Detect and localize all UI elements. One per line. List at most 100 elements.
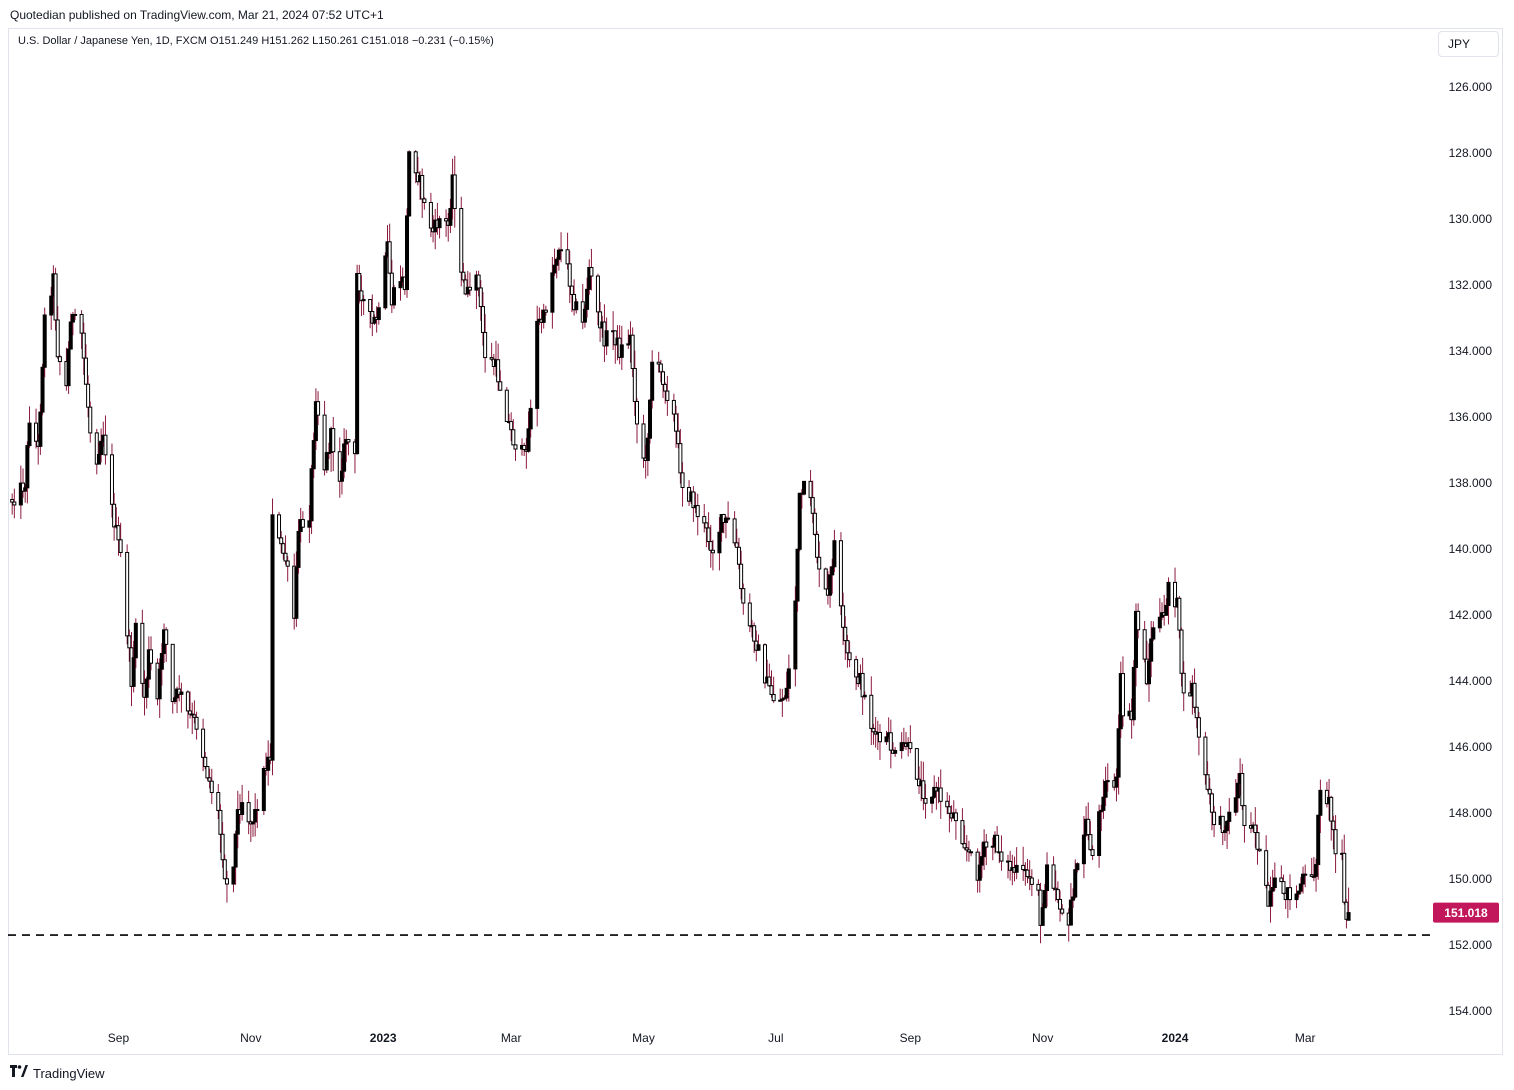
candle-body [1342,852,1347,903]
candle-body [797,492,802,550]
candle-body [281,543,286,554]
candle-body [1255,832,1260,850]
time-axis: Sep Nov 2023 Mar May Jul Sep Nov 2024 Mar [108,1031,1316,1045]
last-price-badge [1433,902,1499,923]
candle-body [1203,736,1208,776]
candle-body [220,833,225,861]
candle [877,724,882,761]
candle-body [218,809,223,835]
candle-body [953,812,958,822]
candle-body [747,602,752,627]
candle [437,215,442,239]
candle-body [595,275,600,313]
candle [999,835,1004,871]
candle [1164,598,1169,616]
candle [1316,814,1321,880]
candle [1268,876,1273,923]
candle [420,168,425,218]
candle [786,654,791,702]
candle [220,822,225,868]
candle-body [945,800,950,808]
candle [802,480,807,496]
candle [170,643,175,714]
candle [843,616,848,660]
candle [316,391,321,426]
candle-body [1081,834,1086,865]
candle-body [250,821,255,825]
candle-body [574,301,579,311]
candle [467,272,472,296]
candle-body [70,314,75,323]
candle [346,438,351,456]
candle-body [1225,820,1230,832]
candle-body [587,266,592,290]
candle [480,291,485,346]
candle-body [1105,780,1110,783]
candle [21,468,26,498]
candle [1233,779,1238,816]
candle-body [626,343,631,346]
candle-body [40,366,45,413]
candle-body [706,527,711,543]
candle [1309,857,1314,878]
candle [235,790,240,849]
candle [656,351,661,373]
candle-body [270,514,275,761]
candle [812,508,817,536]
candle-body [1045,864,1050,892]
candle-body [565,249,570,265]
candle [18,465,23,519]
candle [422,197,427,210]
last-price-layer: 151.018 [1433,902,1499,923]
candle [1146,643,1151,702]
candle-body [387,241,392,274]
candle-body [674,413,679,432]
candle [149,636,154,671]
candle [339,458,344,495]
candle-body [1303,873,1308,876]
candle-body [79,313,84,334]
candle [109,443,114,518]
tradingview-brand: TradingView [10,1064,105,1082]
candle [914,748,919,781]
candle-body [144,678,149,698]
candle [496,343,501,391]
candle [543,305,548,316]
x-tick-label: Sep [900,1031,922,1045]
candle [1203,731,1208,785]
candle [444,209,449,237]
candle [1303,864,1308,888]
candle [899,732,904,759]
candle-body [376,307,381,320]
candle [854,655,859,691]
candle-body [619,344,624,358]
currency-button[interactable]: JPY [1438,31,1499,57]
candle [1227,797,1232,835]
candle-body [1027,876,1032,879]
candle-body [444,218,449,222]
candle-body [676,430,681,445]
candle-body [1301,873,1306,885]
candle [1088,821,1093,852]
candle [465,270,470,298]
candle [1166,577,1171,625]
candle-body [1053,887,1058,891]
price-axis: 126.000 128.000 130.000 132.000 134.000 136.0… [1449,80,1493,1018]
candle [405,208,410,298]
candle [1042,883,1047,909]
candle-body [604,330,609,347]
candle [1090,845,1095,861]
candle [337,437,342,498]
candle [201,718,206,772]
candle [888,719,893,769]
candle-body [159,653,164,670]
candle [342,428,347,479]
candle-body [68,321,73,350]
candle [1242,804,1247,843]
candle-body [756,644,761,651]
x-tick-label: 2023 [370,1031,397,1045]
candle [240,784,245,821]
candle [780,688,785,717]
candle [671,393,676,422]
